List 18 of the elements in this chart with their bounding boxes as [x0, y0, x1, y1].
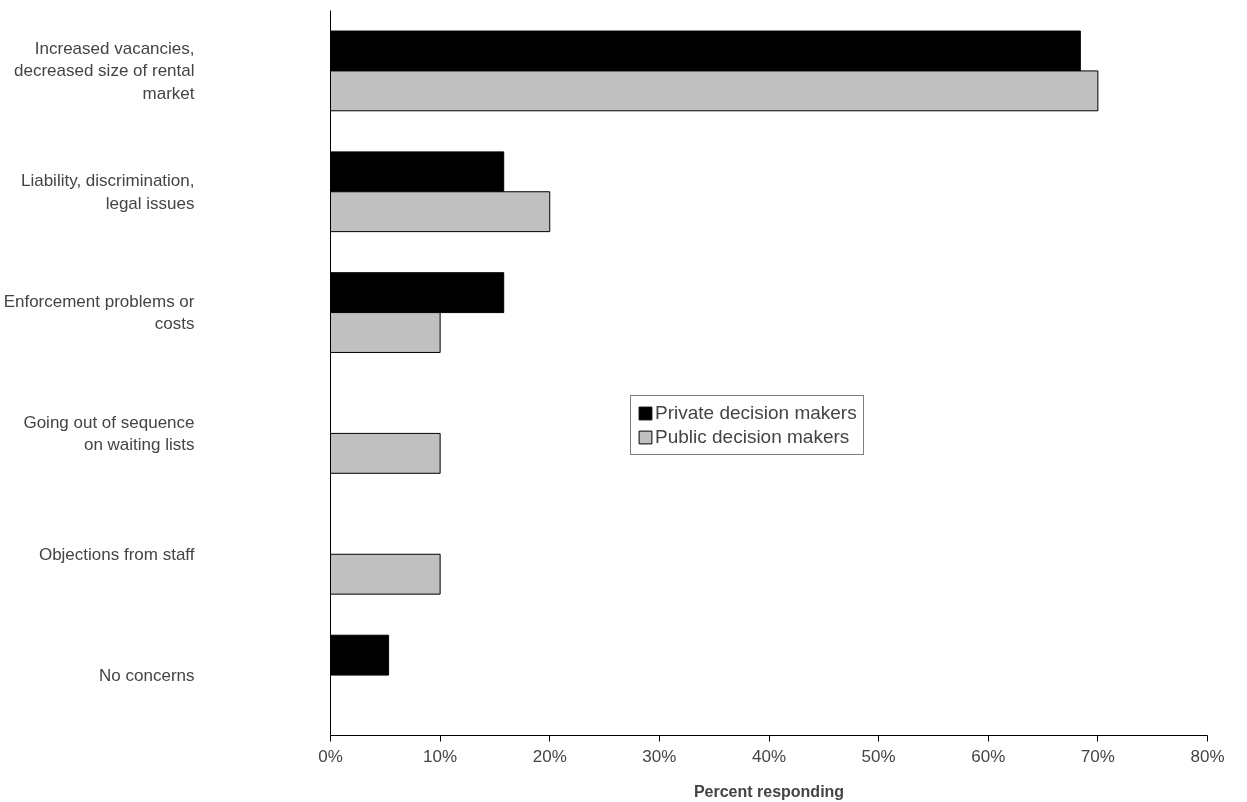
- x-tick-label: 30%: [642, 746, 677, 766]
- x-tick-label: 10%: [423, 746, 458, 766]
- x-tick-label: 50%: [861, 746, 896, 766]
- y-tick-label: Objections from staff: [38, 544, 195, 564]
- y-tick-label: Enforcement problems or costs: [3, 291, 195, 334]
- x-tick-label: 0%: [318, 746, 343, 766]
- legend-label: Private decision makers: [655, 402, 857, 424]
- x-tick-label: 80%: [1190, 746, 1225, 766]
- x-tick-label: 20%: [532, 746, 567, 766]
- y-tick-label: No concerns: [99, 665, 195, 685]
- x-tick-label: 40%: [751, 746, 787, 766]
- x-tick-label: 70%: [1080, 746, 1115, 766]
- legend-label: Public decision makers: [655, 426, 850, 448]
- y-tick-label: Increased vacancies, decreased size of rental market: [14, 38, 195, 104]
- y-tick-label: Liability, discrimination, legal issues: [20, 170, 195, 213]
- x-tick-label: 60%: [971, 746, 1006, 766]
- y-tick-label: Going out of sequence on waiting lists: [23, 412, 195, 455]
- x-axis-title: Percent responding: [693, 782, 845, 800]
